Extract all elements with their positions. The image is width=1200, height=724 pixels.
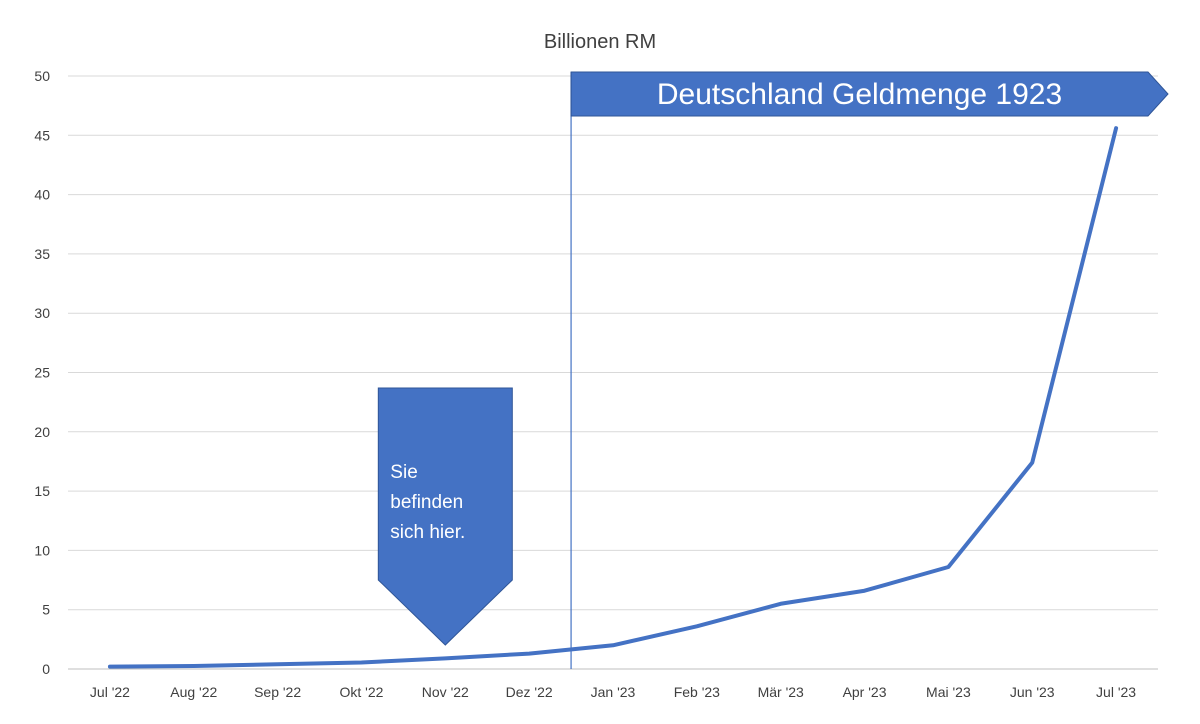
y-tick-label: 40	[34, 187, 50, 203]
series-line	[107, 126, 1119, 669]
y-tick-label: 5	[42, 602, 50, 618]
callout-layer: Sie befinden sich hier.	[377, 387, 513, 646]
x-tick-label: Mai '23	[926, 684, 971, 700]
callout-arrow-shape	[377, 387, 513, 646]
x-tick-label: Jun '23	[1010, 684, 1055, 700]
series-layer	[107, 126, 1119, 669]
x-tick-label: Dez '22	[506, 684, 553, 700]
x-tick-label: Mär '23	[758, 684, 804, 700]
x-tick-label: Nov '22	[422, 684, 469, 700]
callout-text-line: Sie	[390, 462, 417, 483]
y-tick-label: 45	[34, 127, 50, 143]
x-tick-label: Sep '22	[254, 684, 301, 700]
x-tick-label: Feb '23	[674, 684, 720, 700]
y-tick-label: 50	[34, 68, 50, 84]
x-tick-label: Okt '22	[340, 684, 384, 700]
x-axis: Jul '22 Aug '22 Sep '22 Okt '22 Nov '22 Dez '…	[90, 684, 1136, 700]
y-axis: 0 5 10 15 20 25 30 35 40 45 50	[34, 68, 50, 677]
y-tick-label: 0	[42, 661, 50, 677]
callout-text-line: befinden	[390, 492, 463, 513]
y-tick-label: 30	[34, 305, 50, 321]
banner-layer: Deutschland Geldmenge 1923	[570, 71, 1169, 117]
gridlines	[68, 75, 1158, 670]
x-tick-label: Apr '23	[843, 684, 887, 700]
chart-title: Billionen RM	[544, 31, 656, 53]
y-tick-label: 10	[34, 542, 50, 558]
x-tick-label: Aug '22	[170, 684, 217, 700]
x-tick-label: Jul '22	[90, 684, 130, 700]
banner-arrow-shape	[570, 71, 1169, 117]
y-tick-label: 20	[34, 424, 50, 440]
x-tick-label: Jul '23	[1096, 684, 1136, 700]
x-tick-label: Jan '23	[591, 684, 636, 700]
y-tick-label: 35	[34, 246, 50, 262]
y-tick-label: 15	[34, 483, 50, 499]
y-tick-label: 25	[34, 365, 50, 381]
callout-text-line: sich hier.	[390, 522, 465, 543]
banner-text: Deutschland Geldmenge 1923	[657, 78, 1062, 111]
